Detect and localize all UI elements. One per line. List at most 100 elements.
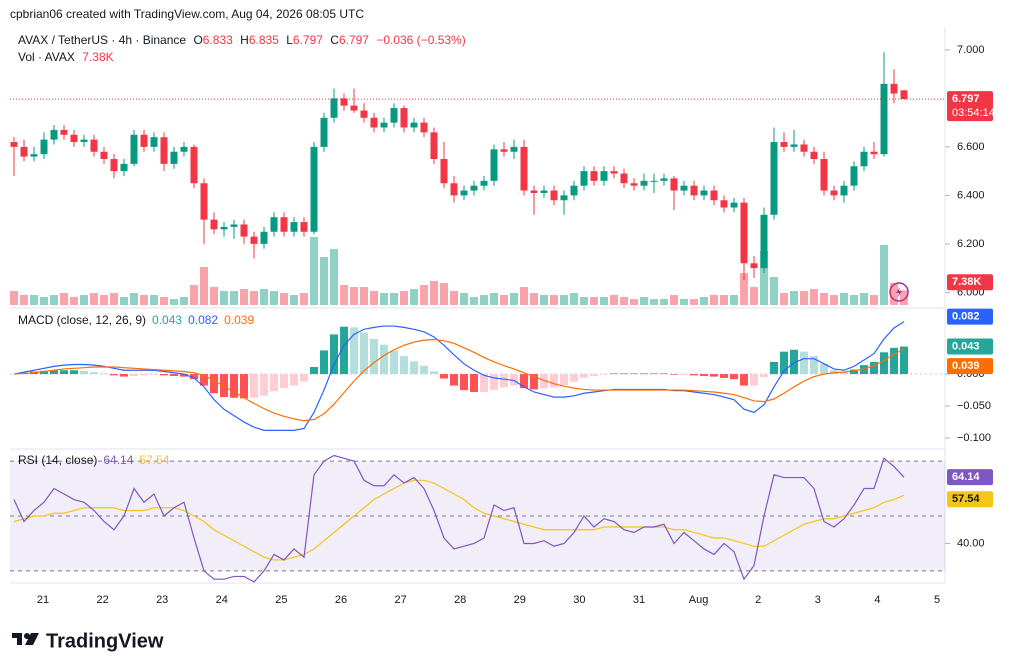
macd-histogram-bar	[150, 374, 158, 375]
macd-tag: 0.082	[952, 311, 980, 323]
volume-bar	[770, 277, 778, 305]
candle-body	[60, 129, 68, 135]
macd-histogram-bar	[130, 374, 138, 376]
x-tick-label: 29	[514, 594, 526, 606]
volume-bar	[890, 283, 898, 305]
volume-bar	[480, 295, 488, 305]
candle-body	[510, 146, 518, 152]
rsi-legend-ma: 57.54	[139, 453, 169, 467]
macd-histogram-bar	[900, 346, 908, 375]
volume-bar	[60, 293, 68, 305]
rsi-tag: 64.14	[952, 471, 980, 483]
macd-histogram-bar	[40, 370, 48, 375]
candle-body	[850, 166, 858, 186]
candle-body	[760, 214, 768, 269]
macd-histogram-bar	[360, 332, 368, 375]
volume-bar	[840, 293, 848, 305]
volume-bar	[580, 297, 588, 305]
volume-bar	[560, 295, 568, 305]
volume-bar	[830, 295, 838, 305]
candle-body	[490, 149, 498, 181]
candle-body	[250, 236, 258, 244]
candle-body	[30, 154, 38, 157]
volume-bar	[550, 295, 558, 305]
volume-bar	[350, 287, 358, 305]
volume-bar	[40, 297, 48, 305]
macd-histogram-bar	[180, 374, 188, 377]
x-tick-label: 28	[454, 594, 466, 606]
high-value: 6.835	[249, 33, 279, 47]
x-tick-label: 26	[335, 594, 347, 606]
macd-histogram-bar	[80, 370, 88, 375]
candle-body	[620, 173, 628, 184]
candle-body	[600, 171, 608, 181]
macd-histogram-bar	[420, 365, 428, 375]
volume-bar	[140, 295, 148, 305]
symbol: AVAX / TetherUS · 4h · Binance	[18, 33, 186, 47]
macd-histogram-bar	[640, 373, 648, 375]
macd-histogram-bar	[840, 372, 848, 375]
volume-bar	[730, 295, 738, 305]
volume-bar	[400, 291, 408, 305]
volume-bar	[70, 297, 78, 305]
volume-bar	[670, 295, 678, 305]
x-tick-label: 31	[633, 594, 645, 606]
macd-histogram-bar	[340, 326, 348, 375]
candle-body	[440, 159, 448, 184]
candle-body	[360, 110, 368, 118]
candle-body	[40, 139, 48, 155]
volume-bar	[380, 293, 388, 305]
x-tick-label: 23	[156, 594, 168, 606]
macd-histogram-bar	[200, 374, 208, 386]
candle-body	[530, 190, 538, 193]
candle-body	[680, 185, 688, 191]
candle-body	[880, 83, 888, 155]
macd-histogram-bar	[650, 373, 658, 375]
candle-body	[750, 263, 758, 269]
volume-bar	[290, 295, 298, 305]
candle-body	[50, 129, 58, 140]
symbol-legend: AVAX / TetherUS · 4h · Binance O6.833 H6…	[18, 33, 466, 47]
macd-histogram-bar	[620, 373, 628, 375]
volume-bar	[370, 291, 378, 305]
candle-body	[640, 180, 648, 186]
macd-histogram-bar	[580, 374, 588, 378]
macd-histogram-bar	[390, 350, 398, 375]
signal-line	[13, 338, 905, 422]
volume-bar	[470, 297, 478, 305]
volume-bar	[320, 257, 328, 305]
volume-bar	[590, 297, 598, 305]
macd-histogram-bar	[110, 374, 118, 376]
volume-bar	[790, 291, 798, 305]
candle-body	[70, 134, 78, 143]
macd-histogram-bar	[500, 374, 508, 388]
close-key: C	[330, 33, 339, 47]
volume-bar	[170, 299, 178, 305]
candle-body	[860, 151, 868, 167]
candle-body	[390, 108, 398, 123]
y-tick-label: −0.100	[957, 432, 991, 444]
volume-bar	[410, 289, 418, 305]
volume-bar	[330, 249, 338, 305]
volume-bar	[270, 291, 278, 305]
macd-histogram-bar	[630, 373, 638, 375]
candle-body	[230, 224, 238, 227]
macd-legend: MACD (close, 12, 26, 9) 0.043 0.082 0.039	[18, 313, 254, 327]
candle-body	[660, 178, 668, 181]
macd-histogram-bar	[800, 351, 808, 375]
candle-body	[150, 137, 158, 147]
macd-histogram-bar	[700, 374, 708, 376]
volume-bar	[90, 293, 98, 305]
volume-bar	[100, 295, 108, 305]
price-tag-bg	[947, 91, 993, 122]
macd-tag-bg	[947, 308, 993, 325]
macd-histogram-bar	[590, 374, 598, 376]
volume-bar	[200, 267, 208, 305]
macd-histogram-bar	[670, 374, 678, 375]
macd-histogram-bar	[160, 374, 168, 376]
candle-body	[350, 105, 358, 111]
volume-bar	[50, 295, 58, 305]
macd-histogram-bar	[430, 371, 438, 375]
macd-histogram-bar	[400, 356, 408, 375]
macd-histogram-bar	[860, 365, 868, 375]
